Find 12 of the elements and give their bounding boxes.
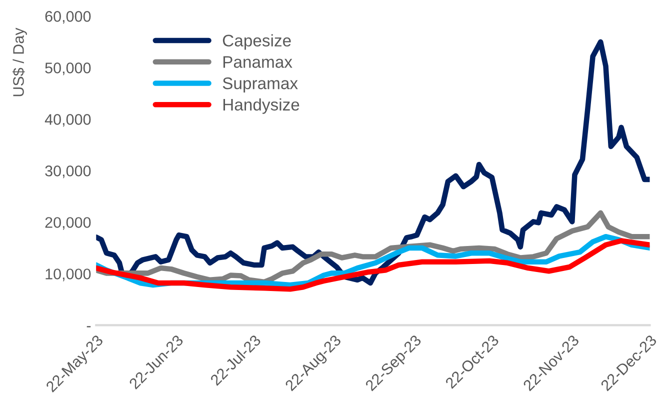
y-axis-title: US$ / Day: [12, 28, 27, 96]
y-tick-label: 60,000: [45, 11, 91, 24]
y-tick-label: 20,000: [45, 217, 91, 230]
legend-label: Supramax: [222, 77, 298, 93]
legend-label: Handysize: [223, 98, 300, 114]
y-tick-label: 40,000: [44, 114, 91, 127]
legend-label: Capesize: [222, 34, 291, 50]
y-tick-label: -: [86, 326, 91, 328]
y-tick-label: 10,000: [46, 268, 91, 282]
legend-label: Panamax: [223, 56, 292, 68]
y-tick-label: 50,000: [45, 62, 91, 76]
y-tick-label: 30,000: [45, 166, 91, 178]
